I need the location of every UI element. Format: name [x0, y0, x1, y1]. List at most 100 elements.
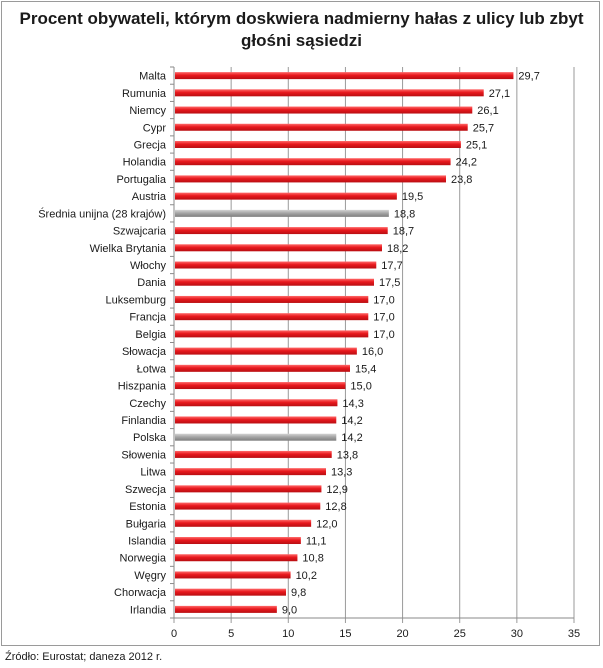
value-label-7: 23,8: [451, 174, 472, 186]
bar-11: [175, 244, 382, 252]
bar-14: [175, 295, 369, 303]
bar-8: [175, 192, 397, 200]
category-label-9: Średnia unijna (28 krajów): [38, 207, 166, 220]
value-label-26: 12,8: [325, 501, 346, 513]
tick-label-x-0: 0: [171, 628, 177, 640]
bar-10: [175, 227, 388, 235]
chart-title-line-2: głośni sąsiedzi: [241, 31, 362, 50]
category-label-15: Francja: [129, 312, 167, 324]
category-label-19: Hiszpania: [118, 381, 167, 393]
tick-label-x-5: 5: [228, 628, 234, 640]
value-label-2: 27,1: [489, 88, 510, 100]
chart-frame: [1, 1, 600, 646]
bar-30: [175, 571, 291, 579]
bar-21: [175, 416, 337, 424]
value-label-17: 16,0: [362, 346, 383, 358]
tick-label-x-25: 25: [454, 628, 466, 640]
category-label-28: Islandia: [128, 536, 167, 548]
value-label-14: 17,0: [373, 294, 394, 306]
source-note: Źródło: Eurostat; daneza 2012 r.: [5, 651, 163, 663]
category-label-23: Słowenia: [121, 449, 167, 461]
bar-19: [175, 382, 346, 390]
category-label-26: Estonia: [129, 501, 167, 513]
value-label-22: 14,2: [341, 432, 362, 444]
bar-2: [175, 89, 484, 97]
category-label-16: Belgia: [135, 329, 166, 341]
value-label-5: 25,1: [466, 139, 487, 151]
category-label-3: Niemcy: [129, 105, 166, 117]
category-label-25: Szwecja: [125, 484, 167, 496]
value-label-18: 15,4: [355, 363, 376, 375]
value-label-20: 14,3: [342, 398, 363, 410]
category-label-10: Szwajcaria: [113, 226, 167, 238]
chart-title: Procent obywateli, którym doskwiera nadm…: [0, 8, 603, 52]
category-label-20: Czechy: [129, 398, 166, 410]
value-label-30: 10,2: [296, 570, 317, 582]
category-label-18: Łotwa: [137, 363, 167, 375]
tick-label-x-10: 10: [282, 628, 294, 640]
value-label-16: 17,0: [373, 329, 394, 341]
category-label-6: Holandia: [123, 157, 167, 169]
category-label-12: Włochy: [130, 260, 167, 272]
bar-17: [175, 347, 357, 355]
value-label-8: 19,5: [402, 191, 423, 203]
bar-24: [175, 468, 326, 476]
category-label-24: Litwa: [140, 467, 167, 479]
tick-label-x-15: 15: [339, 628, 351, 640]
category-label-1: Malta: [139, 71, 167, 83]
bar-25: [175, 485, 322, 493]
category-label-13: Dania: [137, 277, 167, 289]
value-label-10: 18,7: [393, 226, 414, 238]
category-label-2: Rumunia: [122, 88, 167, 100]
bar-6: [175, 158, 451, 166]
value-label-4: 25,7: [473, 122, 494, 134]
bar-32: [175, 605, 277, 613]
tick-label-x-30: 30: [511, 628, 523, 640]
value-label-28: 11,1: [306, 536, 327, 548]
bar-3: [175, 106, 473, 114]
bar-15: [175, 313, 369, 321]
value-label-31: 9,8: [291, 587, 306, 599]
bar-7: [175, 175, 446, 183]
bar-29: [175, 554, 298, 562]
value-label-32: 9,0: [282, 604, 297, 616]
tick-label-x-35: 35: [568, 628, 580, 640]
value-label-25: 12,9: [326, 484, 347, 496]
value-label-15: 17,0: [373, 312, 394, 324]
bar-31: [175, 588, 286, 596]
bar-16: [175, 330, 369, 338]
chart-title-line-1: Procent obywateli, którym doskwiera nadm…: [19, 9, 584, 28]
category-label-31: Chorwacja: [114, 587, 167, 599]
value-label-11: 18,2: [387, 243, 408, 255]
value-label-9: 18,8: [394, 208, 415, 220]
bar-22: [175, 433, 337, 441]
category-label-27: Bułgaria: [126, 518, 167, 530]
value-label-1: 29,7: [518, 71, 539, 83]
bar-4: [175, 123, 468, 131]
category-label-29: Norwegia: [120, 553, 167, 565]
value-label-13: 17,5: [379, 277, 400, 289]
bar-20: [175, 399, 338, 407]
bar-5: [175, 140, 461, 148]
category-label-14: Luksemburg: [105, 294, 166, 306]
value-label-19: 15,0: [350, 381, 371, 393]
bar-12: [175, 261, 377, 269]
bars: [175, 72, 514, 613]
category-label-21: Finlandia: [121, 415, 167, 427]
bar-26: [175, 502, 321, 510]
bar-23: [175, 450, 332, 458]
category-label-11: Wielka Brytania: [90, 243, 167, 255]
value-label-27: 12,0: [316, 518, 337, 530]
category-label-30: Węgry: [134, 570, 166, 582]
category-label-22: Polska: [133, 432, 167, 444]
labels: 0 5 10 15 20 25 30 35 Malta 29,7 Rumunia 27,1 Niemcy…: [38, 71, 580, 640]
bar-9: [175, 209, 389, 217]
grid-lines: [230, 67, 575, 618]
value-label-3: 26,1: [477, 105, 498, 117]
value-label-24: 13,3: [331, 467, 352, 479]
bar-18: [175, 364, 350, 372]
bar-27: [175, 519, 312, 527]
value-label-12: 17,7: [381, 260, 402, 272]
category-label-7: Portugalia: [116, 174, 166, 186]
